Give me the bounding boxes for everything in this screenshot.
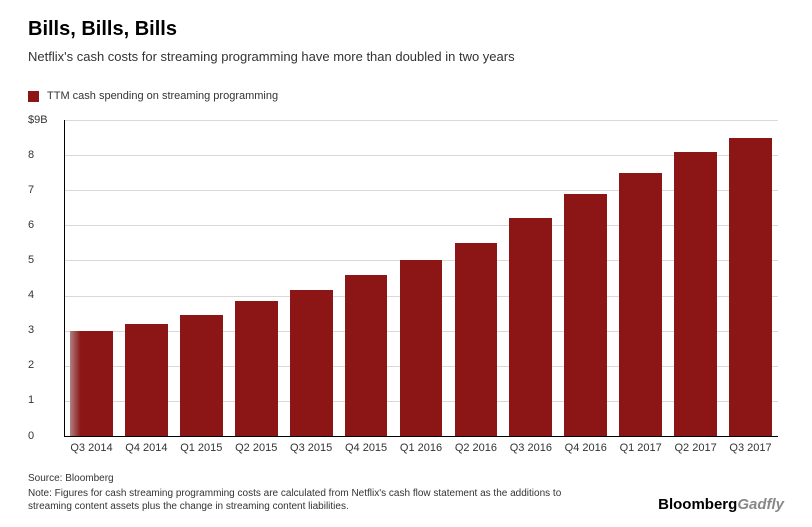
bar-slot [284, 120, 339, 436]
x-tick-label: Q2 2015 [229, 442, 284, 454]
bar-slot [339, 120, 394, 436]
y-tick-label: 3 [28, 324, 34, 336]
bar-slot [723, 120, 778, 436]
bar [400, 260, 443, 436]
bar-slot [613, 120, 668, 436]
chart-title: Bills, Bills, Bills [28, 18, 784, 41]
bar-slot [448, 120, 503, 436]
bar [235, 301, 278, 436]
y-tick-label: 8 [28, 149, 34, 161]
x-tick-label: Q3 2017 [723, 442, 778, 454]
bar-slot [64, 120, 119, 436]
x-tick-label: Q1 2017 [613, 442, 668, 454]
legend-label: TTM cash spending on streaming programmi… [47, 90, 278, 102]
bar-slot [503, 120, 558, 436]
x-tick-label: Q4 2014 [119, 442, 174, 454]
bar [674, 152, 717, 436]
chart-subtitle: Netflix's cash costs for streaming progr… [28, 49, 784, 64]
x-tick-label: Q1 2015 [174, 442, 229, 454]
x-tick-label: Q1 2016 [394, 442, 449, 454]
chart-plot-area: 0 1 2 3 4 5 6 7 8 $9B Q3 2014Q4 2014Q1 2015Q2 2015… [28, 116, 784, 462]
x-tick-label: Q2 2016 [448, 442, 503, 454]
x-tick-label: Q3 2015 [284, 442, 339, 454]
bar-slot [668, 120, 723, 436]
bar-slot [394, 120, 449, 436]
bar [180, 315, 223, 436]
bar [564, 194, 607, 436]
y-tick-label: 5 [28, 254, 34, 266]
y-tick-label: 7 [28, 184, 34, 196]
chart-container: Bills, Bills, Bills Netflix's cash costs… [0, 0, 812, 527]
bar [619, 173, 662, 436]
x-axis: Q3 2014Q4 2014Q1 2015Q2 2015Q3 2015Q4 20… [64, 442, 778, 454]
legend: TTM cash spending on streaming programmi… [28, 90, 784, 102]
chart-footer: Source: Bloomberg Note: Figures for cash… [28, 472, 784, 513]
bar [125, 324, 168, 436]
plot-region [64, 120, 778, 436]
x-tick-label: Q4 2016 [558, 442, 613, 454]
legend-swatch [28, 91, 39, 102]
y-tick-label: 0 [28, 430, 34, 442]
bar [455, 243, 498, 436]
x-tick-label: Q3 2016 [503, 442, 558, 454]
bar [70, 331, 113, 436]
x-tick-label: Q2 2017 [668, 442, 723, 454]
bar [729, 138, 772, 436]
brand-suffix: Gadfly [737, 496, 784, 513]
y-tick-label: $9B [28, 114, 48, 126]
x-tick-label: Q4 2015 [339, 442, 394, 454]
y-tick-label: 6 [28, 219, 34, 231]
brand-logo: BloombergGadfly [658, 496, 784, 513]
bar [290, 290, 333, 436]
bar-slot [558, 120, 613, 436]
bar [345, 275, 388, 437]
bar [509, 218, 552, 436]
y-tick-label: 1 [28, 394, 34, 406]
footer-note: Note: Figures for cash streaming program… [28, 487, 588, 513]
bar-slot [174, 120, 229, 436]
x-tick-label: Q3 2014 [64, 442, 119, 454]
footer-text: Source: Bloomberg Note: Figures for cash… [28, 472, 588, 513]
bar-slot [119, 120, 174, 436]
footer-source: Source: Bloomberg [28, 472, 588, 485]
brand-main: Bloomberg [658, 496, 737, 513]
grid-line [64, 436, 778, 437]
bar-slot [229, 120, 284, 436]
y-tick-label: 2 [28, 359, 34, 371]
y-tick-label: 4 [28, 289, 34, 301]
